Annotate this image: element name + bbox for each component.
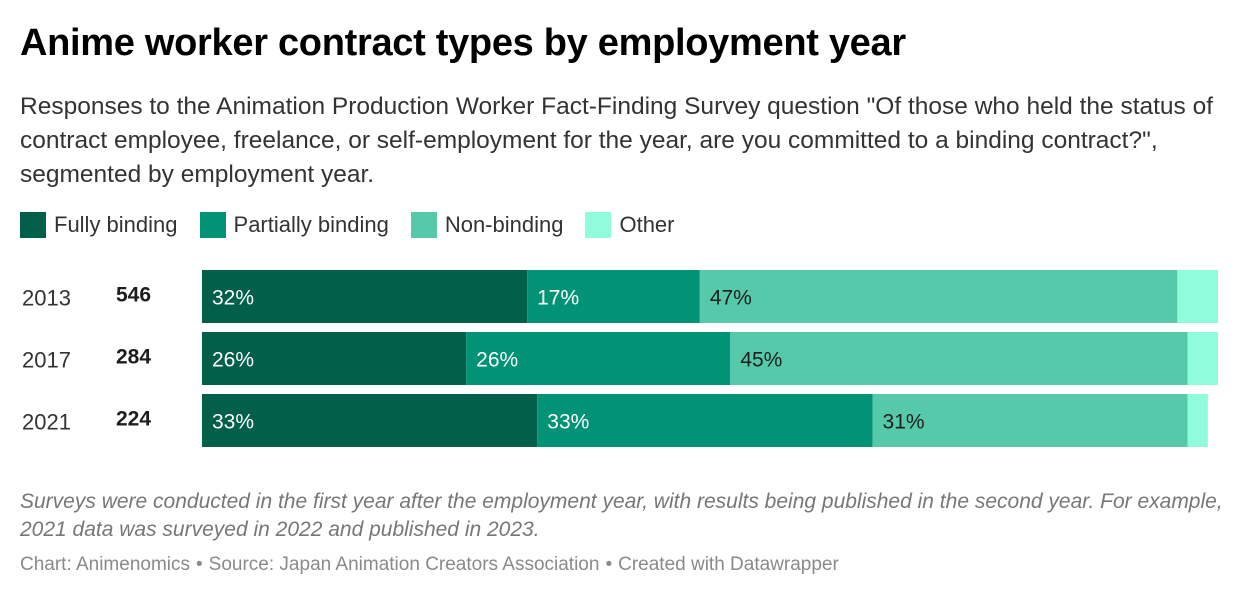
- data-label: 17%: [537, 287, 579, 310]
- data-label: 45%: [740, 349, 782, 372]
- bar-segment-fully-binding: [202, 332, 467, 385]
- data-label: 33%: [212, 411, 254, 434]
- legend-label: Other: [619, 212, 675, 237]
- bar-segment-other: [1187, 394, 1208, 447]
- chart-title: Anime worker contract types by employmen…: [20, 22, 906, 64]
- bar-segment-partially-binding: [466, 332, 731, 385]
- bar-segment-other: [1177, 270, 1218, 323]
- legend-item-partially-binding: Partially binding: [199, 212, 389, 238]
- legend-item-other: Other: [585, 212, 675, 238]
- data-label: 47%: [710, 287, 752, 310]
- respondent-count: 284: [116, 346, 151, 369]
- legend-swatch: [410, 212, 437, 238]
- chart-subtitle: Responses to the Animation Production Wo…: [20, 93, 1214, 188]
- data-label: 33%: [547, 411, 589, 434]
- legend-swatch: [585, 212, 612, 238]
- credit-separator: •: [605, 554, 613, 575]
- credit-separator: •: [196, 554, 203, 575]
- year-label: 2017: [22, 348, 71, 373]
- bar-segment-other: [1187, 332, 1218, 385]
- chart-footnote: Surveys were conducted in the first year…: [20, 490, 1223, 541]
- data-label: 26%: [476, 349, 518, 372]
- bar-segment-non-binding: [699, 270, 1178, 323]
- data-label: 32%: [212, 287, 254, 310]
- bar-segment-non-binding: [730, 332, 1188, 385]
- respondent-count: 546: [116, 284, 151, 307]
- legend-swatch: [20, 212, 46, 238]
- chart-credits: Chart: Animenomics • Source: Japan Animati…: [20, 554, 839, 576]
- legend-item-non-binding: Non-binding: [410, 212, 564, 238]
- credit-source[interactable]: Source: Japan Animation Creators Associa…: [208, 554, 600, 575]
- respondent-count: 224: [116, 408, 151, 431]
- year-label: 2013: [22, 286, 71, 311]
- legend-label: Non-binding: [444, 212, 564, 237]
- legend-swatch: [199, 212, 226, 238]
- data-label: 31%: [883, 411, 925, 434]
- legend-item-fully-binding: Fully binding: [20, 212, 178, 238]
- bar-segment-non-binding: [872, 394, 1188, 447]
- bar-segment-partially-binding: [527, 270, 700, 323]
- year-label: 2021: [22, 410, 71, 435]
- credit-datawrapper[interactable]: Created with Datawrapper: [618, 554, 839, 575]
- legend: Fully binding Partially binding Non-bindin…: [20, 212, 697, 238]
- bar-segment-partially-binding: [537, 394, 873, 447]
- legend-label: Fully binding: [54, 212, 178, 237]
- bar-segment-fully-binding: [202, 394, 538, 447]
- bar-segment-fully-binding: [202, 270, 528, 323]
- data-label: 26%: [212, 349, 254, 372]
- credit-chart: Chart: Animenomics: [20, 554, 191, 575]
- legend-label: Partially binding: [233, 212, 389, 237]
